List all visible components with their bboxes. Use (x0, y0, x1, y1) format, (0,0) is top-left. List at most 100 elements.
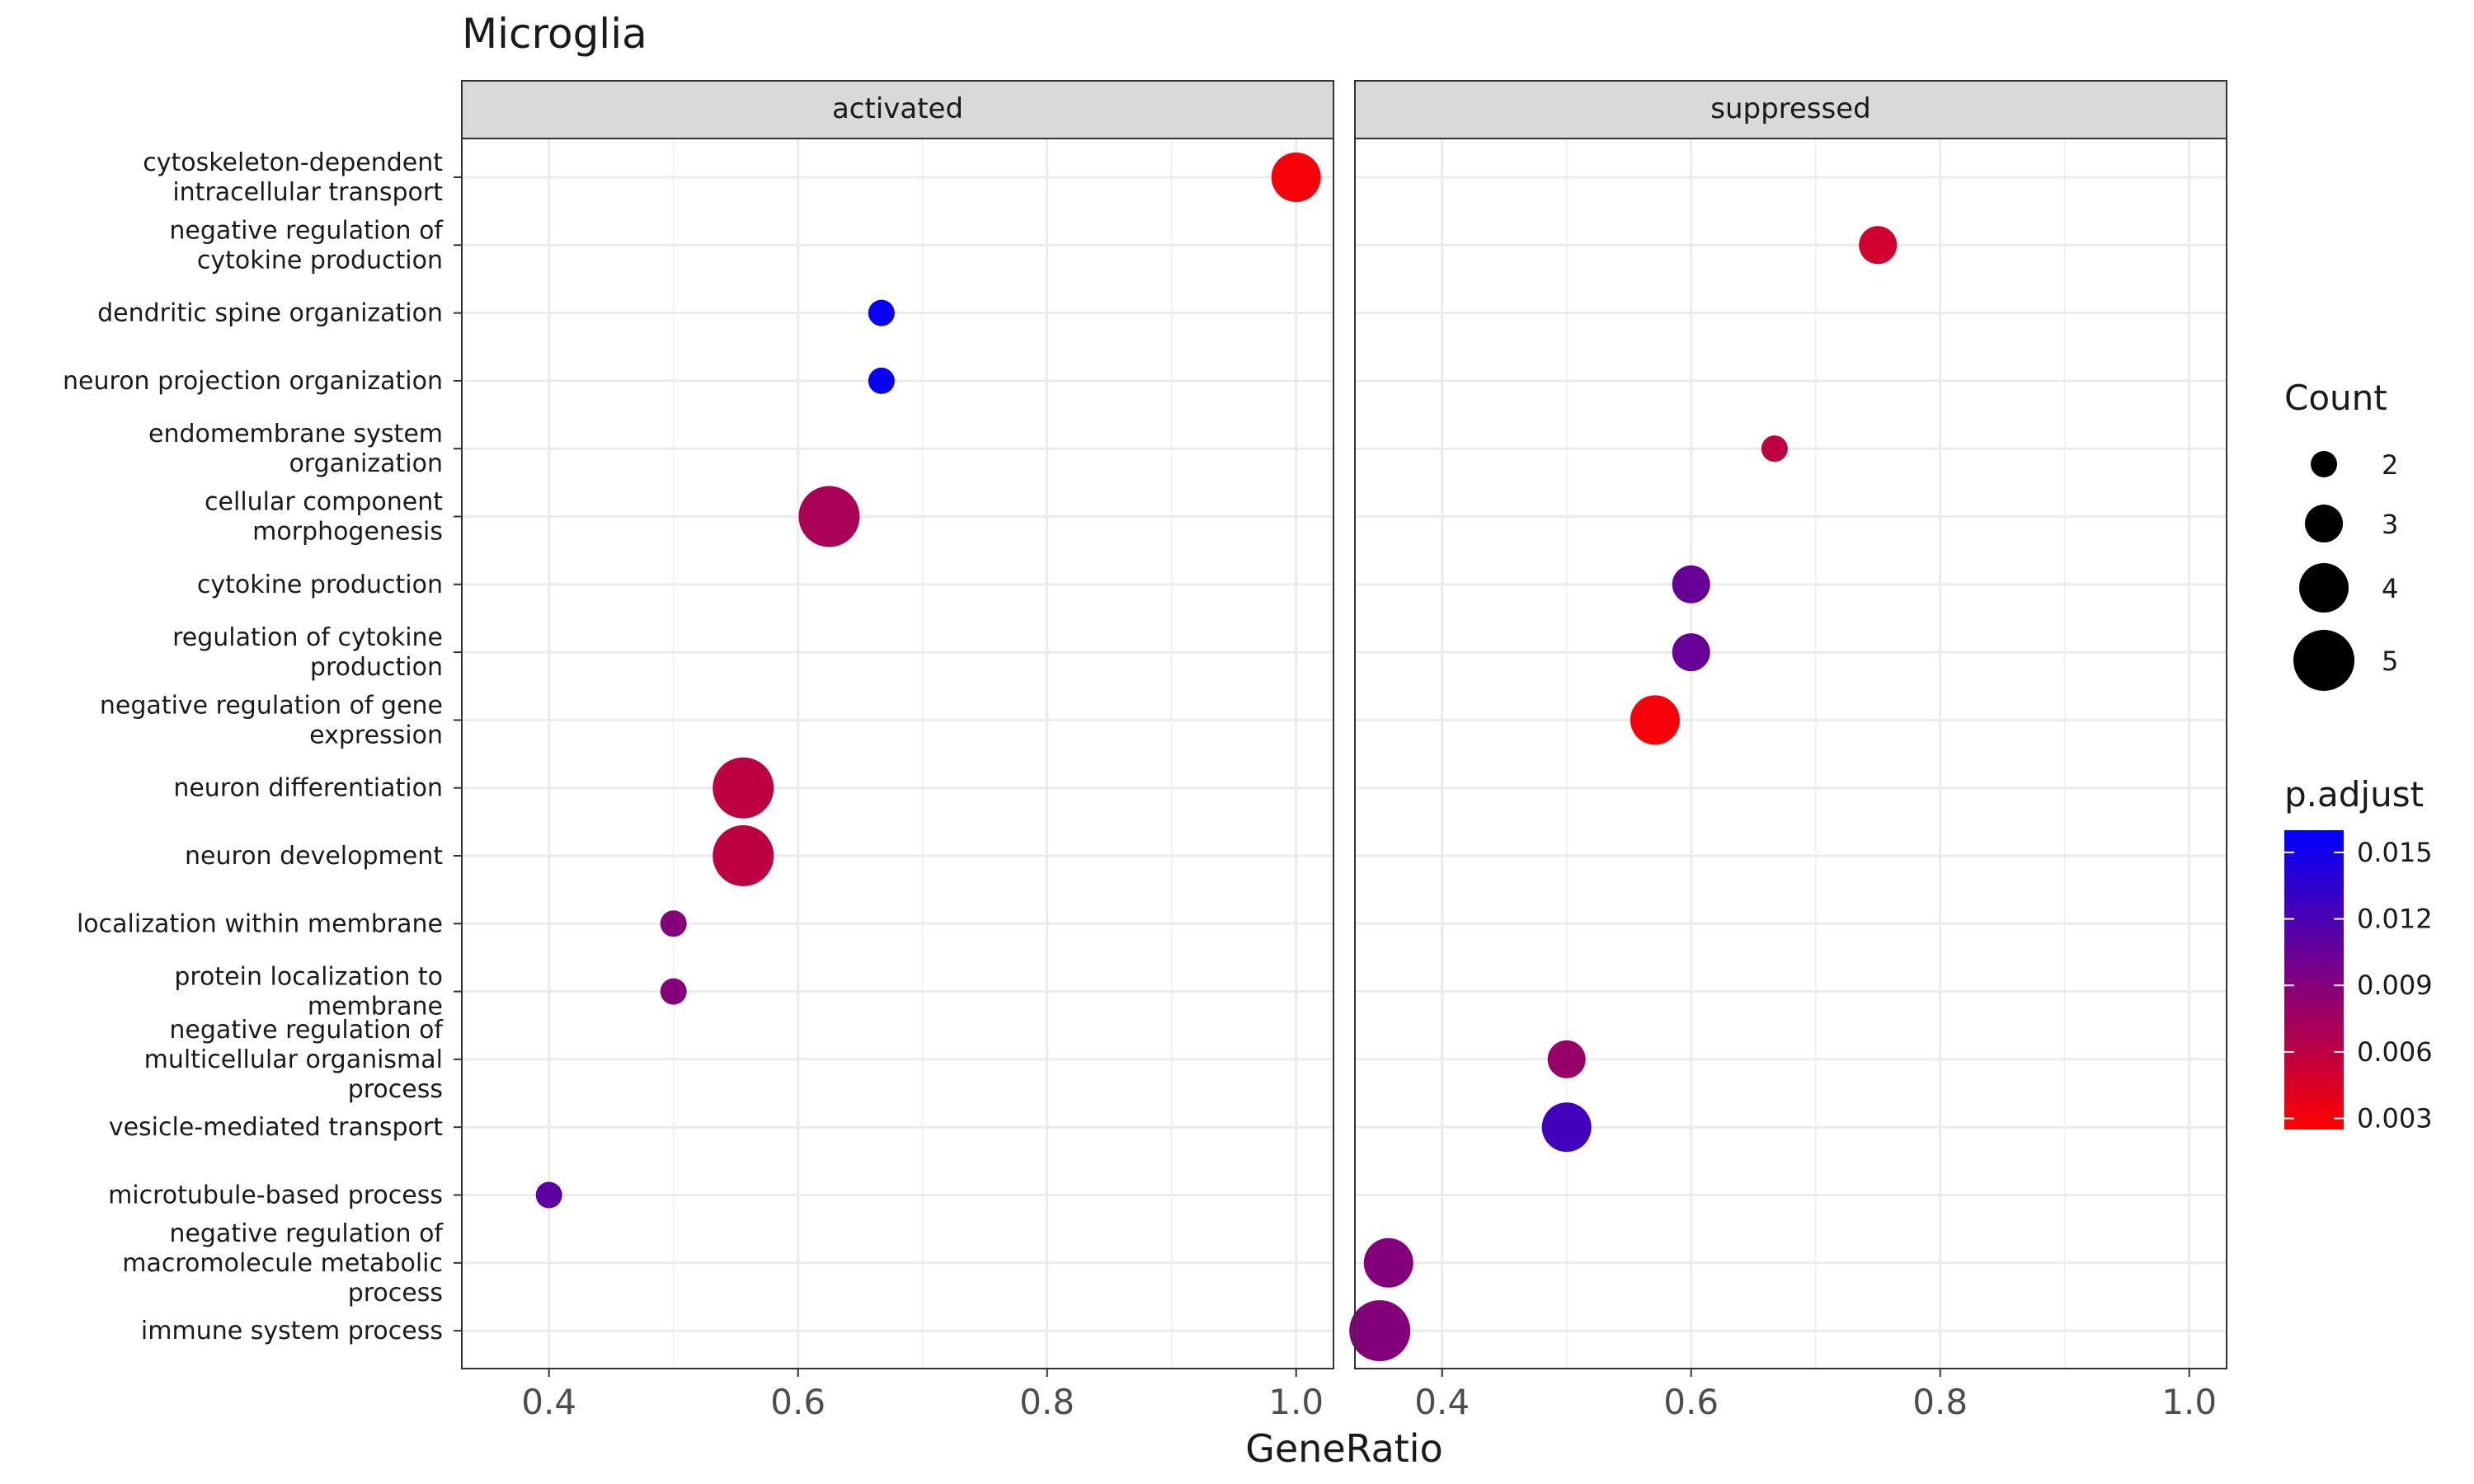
p-adjust-legend-label: 0.009 (2357, 970, 2433, 1001)
term-label-line: intracellular transport (172, 178, 443, 207)
data-point (868, 367, 895, 394)
term-label: negative regulation of multicellular orga… (144, 1016, 444, 1104)
term-label-line: negative regulation of gene (100, 691, 443, 720)
term-label-line: cellular component (205, 488, 443, 517)
data-point (1672, 633, 1710, 672)
term-label-line: cytokine production (197, 246, 443, 275)
term-label-line: negative regulation of (169, 1219, 444, 1248)
p-adjust-legend-label: 0.006 (2357, 1036, 2433, 1068)
x-axis-title: GeneRatio (1245, 1426, 1443, 1471)
term-label: cellular component morphogenesis (205, 488, 443, 547)
count-legend-title: Count (2284, 378, 2387, 418)
term-label: cytokine production (197, 571, 443, 599)
term-label: microtubule-based process (108, 1181, 443, 1210)
data-point (1761, 435, 1788, 463)
term-label: endomembrane system organization (148, 420, 443, 478)
term-label-line: cytokine production (197, 571, 443, 599)
facet-strip-label: activated (832, 92, 963, 125)
term-label-line: localization within membrane (77, 909, 443, 938)
data-point (798, 486, 860, 547)
term-labels: cytoskeleton-dependent intracellular tran… (63, 148, 462, 1345)
term-label-line: production (310, 653, 443, 682)
data-point (1541, 1102, 1592, 1153)
panel-background (1355, 139, 2227, 1369)
term-label-line: neuron projection organization (63, 367, 443, 396)
data-point (868, 299, 895, 326)
term-label: protein localization to membrane (174, 963, 443, 1021)
count-legend: Count 2 3 4 5 (2284, 378, 2398, 691)
term-label-line: negative regulation of (169, 216, 444, 245)
data-point (1349, 1300, 1411, 1362)
facet-panel-suppressed: suppressed 0.4 0.6 0.8 1.0 (1349, 80, 2227, 1422)
data-point (1630, 695, 1680, 745)
facet-strip-label: suppressed (1710, 92, 1871, 125)
facet-panels: activated 0.4 0.6 0.8 1.0 suppressed 0.4 0.6 0.8… (461, 80, 2227, 1422)
term-label-line: membrane (308, 993, 443, 1021)
data-point (1672, 565, 1710, 603)
term-label-line: vesicle-mediated transport (109, 1113, 443, 1142)
count-legend-label: 3 (2382, 509, 2398, 540)
count-legend-label: 2 (2382, 449, 2398, 481)
data-point (660, 978, 687, 1005)
term-label: negative regulation of macromolecule meta… (122, 1219, 444, 1308)
data-point (1547, 1040, 1586, 1078)
data-point (1363, 1237, 1413, 1288)
x-tick-label: 0.4 (521, 1382, 576, 1422)
term-label: vesicle-mediated transport (109, 1113, 443, 1142)
term-label-line: regulation of cytokine (172, 623, 443, 652)
term-label-line: expression (309, 721, 443, 749)
term-label-line: morphogenesis (252, 518, 443, 547)
x-tick-label: 0.8 (1912, 1382, 1968, 1422)
term-label-line: endomembrane system (148, 420, 443, 448)
term-label-line: protein localization to (174, 963, 443, 992)
p-adjust-colorbar (2284, 830, 2344, 1129)
term-label: regulation of cytokine production (172, 623, 443, 682)
data-point (1859, 226, 1898, 265)
term-label-line: immune system process (141, 1317, 443, 1345)
data-point (713, 757, 774, 819)
term-label-line: process (348, 1075, 443, 1104)
term-label-line: neuron development (185, 842, 443, 871)
term-label-line: organization (289, 449, 443, 478)
term-label: neuron development (185, 842, 443, 871)
term-label: localization within membrane (77, 909, 443, 938)
facet-strip (1354, 80, 2227, 139)
data-point (1271, 153, 1321, 202)
term-label: immune system process (141, 1317, 443, 1345)
panel-border (461, 138, 1334, 1369)
term-label: neuron differentiation (173, 774, 443, 803)
p-adjust-legend-label: 0.003 (2357, 1103, 2433, 1134)
p-adjust-legend-label: 0.015 (2357, 837, 2433, 868)
term-label: cytoskeleton-dependent intracellular tran… (143, 148, 443, 207)
p-adjust-legend: p.adjust 0.015 0.012 0.009 0.006 0.003 (2284, 774, 2433, 1134)
x-tick-label: 0.4 (1414, 1382, 1470, 1422)
x-tick-label: 0.6 (1663, 1382, 1719, 1422)
term-label-line: microtubule-based process (108, 1181, 443, 1210)
count-legend-key (2299, 563, 2349, 613)
facet-panel-activated: activated 0.4 0.6 0.8 1.0 (461, 80, 1334, 1422)
term-label-line: macromolecule metabolic (122, 1249, 443, 1278)
term-label: negative regulation of cytokine productio… (169, 216, 444, 275)
count-legend-label: 4 (2382, 573, 2398, 604)
term-label-line: process (348, 1279, 443, 1308)
chart-title: Microglia (462, 10, 647, 58)
count-legend-key (2293, 630, 2354, 691)
p-adjust-legend-label: 0.012 (2357, 904, 2433, 935)
data-point (535, 1181, 562, 1209)
data-point (660, 910, 687, 937)
term-label-line: dendritic spine organization (97, 299, 443, 328)
panel-background (462, 139, 1333, 1369)
term-label-line: neuron differentiation (173, 774, 443, 803)
count-legend-key (2311, 451, 2337, 477)
term-label-line: negative regulation of (169, 1016, 444, 1045)
term-label-line: cytoskeleton-dependent (143, 148, 443, 177)
data-point (713, 825, 774, 886)
term-label: neuron projection organization (63, 367, 443, 396)
facet-strip (461, 80, 1334, 139)
x-tick-label: 0.6 (770, 1382, 825, 1422)
panel-border (1354, 138, 2227, 1369)
p-adjust-legend-title: p.adjust (2284, 774, 2424, 815)
x-tick-label: 1.0 (2161, 1382, 2217, 1422)
term-label: negative regulation of gene expression (100, 691, 443, 749)
